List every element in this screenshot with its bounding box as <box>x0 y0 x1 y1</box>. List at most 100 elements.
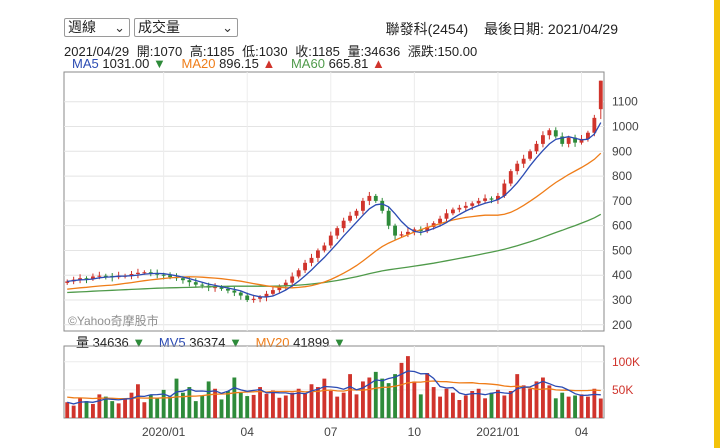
x-tick-label: 04 <box>575 425 589 439</box>
volume-bar <box>148 395 153 418</box>
indicator-select[interactable]: 成交量 ⌄ <box>134 18 238 37</box>
volume-bar <box>451 392 455 418</box>
volume-bar <box>181 392 185 418</box>
candle-body <box>406 231 410 235</box>
ma60-line <box>67 213 602 294</box>
candle-body <box>341 220 346 229</box>
volume-bar <box>97 394 102 418</box>
candle-body <box>361 200 365 211</box>
ma60-legend: MA60 665.81 ▲ <box>291 56 385 71</box>
candle-body <box>193 282 198 285</box>
candle-body <box>219 287 224 289</box>
volume-bar <box>553 398 558 418</box>
volume-bar <box>78 398 82 418</box>
candle-body <box>97 275 102 277</box>
candle-body <box>348 215 352 221</box>
price-tick-label: 300 <box>612 293 632 307</box>
volume-bar <box>380 378 385 418</box>
candle-body <box>438 218 442 224</box>
volume-bar <box>213 388 217 418</box>
candle-body <box>277 286 282 291</box>
candle-body <box>528 151 532 159</box>
candle-body <box>534 143 539 152</box>
candle-body <box>399 234 404 236</box>
volume-bar <box>521 385 526 418</box>
candle-body <box>560 136 565 144</box>
candle-body <box>168 275 172 278</box>
candle-body <box>296 270 301 277</box>
candle-body <box>451 209 455 214</box>
volume-bar <box>598 398 603 418</box>
period-select[interactable]: 週線 ⌄ <box>64 18 130 37</box>
price-tick-label: 400 <box>612 268 632 282</box>
ma-legend: MA5 1031.00 ▼ MA20 896.15 ▲ MA60 665.81 … <box>72 56 397 71</box>
candle-body <box>264 293 269 298</box>
volume-bar <box>483 398 487 418</box>
stock-name: 聯發科(2454) <box>385 21 469 37</box>
volume-bar <box>322 378 327 418</box>
volume-bar <box>309 384 314 418</box>
candle-body <box>103 275 108 277</box>
candle-body <box>213 287 217 289</box>
volume-bar <box>161 389 166 418</box>
volume-bar <box>271 390 275 418</box>
volume-bar <box>290 392 295 418</box>
candle-body <box>322 245 327 251</box>
price-tick-label: 1000 <box>612 120 639 134</box>
price-panel-frame <box>63 71 605 332</box>
volume-bar <box>586 396 590 418</box>
volume-bar <box>463 395 468 418</box>
candle-body <box>598 80 603 110</box>
header-info: 聯發科(2454) 最後日期: 2021/04/29 <box>376 19 618 39</box>
price-tick-label: 700 <box>612 194 632 208</box>
candle-body <box>444 213 449 219</box>
volume-bar <box>515 374 520 418</box>
volume-bar <box>508 391 513 418</box>
volume-bar <box>168 396 172 418</box>
candle-body <box>258 297 262 299</box>
ma60-label: MA60 <box>290 56 325 71</box>
volume-bar <box>155 398 160 418</box>
volume-bar <box>412 381 417 418</box>
mv20-line <box>67 380 601 400</box>
ma20-legend: MA20 896.15 ▲ <box>181 56 278 71</box>
quote-low: 低:1030 <box>242 44 288 59</box>
candle-body <box>251 298 256 301</box>
ma5-arrow: ▼ <box>152 56 166 71</box>
accent-rail <box>714 0 720 448</box>
candle-body <box>354 210 359 216</box>
candle-body <box>367 195 372 201</box>
x-tick-label: 07 <box>324 425 338 439</box>
volume-bar <box>438 396 442 418</box>
volume-bar <box>406 356 410 418</box>
candle-body <box>65 281 70 283</box>
candle-body <box>489 198 494 200</box>
price-tick-label: 500 <box>612 243 632 257</box>
candle-body <box>181 278 185 281</box>
candle-body <box>148 272 153 274</box>
volume-bar <box>71 405 76 418</box>
candle-body <box>553 130 558 137</box>
candle-body <box>515 163 520 172</box>
volume-bar <box>496 389 500 418</box>
volume-bar <box>489 392 494 418</box>
candle-body <box>245 295 250 301</box>
volume-bar <box>136 384 140 418</box>
volume-bar <box>174 378 179 418</box>
ma20-line <box>67 152 602 290</box>
candle-body <box>283 282 288 287</box>
candle-body <box>373 195 378 201</box>
ma20-value: 896.15 <box>219 56 259 71</box>
candle-body <box>502 183 507 196</box>
x-tick-label: 04 <box>241 425 255 439</box>
candle-body <box>425 226 430 232</box>
last-date: 2021/04/29 <box>547 21 618 37</box>
chevron-down-icon: ⌄ <box>114 20 125 35</box>
candle-body <box>541 135 545 144</box>
volume-bar <box>277 397 282 418</box>
candle-body <box>142 272 147 274</box>
price-tick-label: 1100 <box>612 95 638 109</box>
volume-bar <box>206 381 211 418</box>
volume-bar <box>579 394 584 418</box>
volume-bar <box>367 377 372 418</box>
